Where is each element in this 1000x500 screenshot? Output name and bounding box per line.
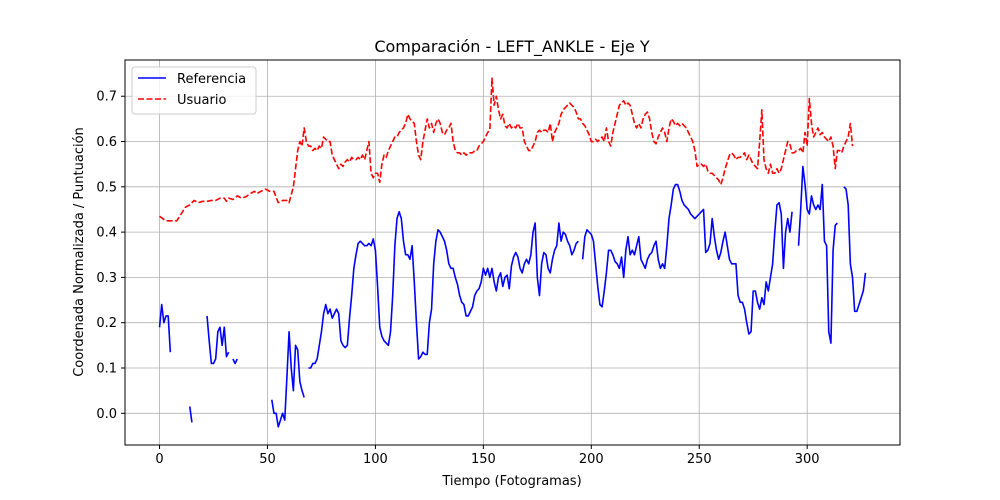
series-layer: [158, 77, 867, 428]
y-tick-label: 0.0: [96, 407, 117, 422]
y-axis-label: Coordenada Normalizada / Puntuación: [72, 127, 87, 377]
chart-title: Comparación - LEFT_ANKLE - Eje Y: [374, 37, 650, 57]
x-tick-label: 100: [363, 452, 388, 467]
series-line-referencia: [188, 406, 193, 423]
y-tick-label: 0.7: [96, 90, 117, 105]
x-axis-ticks: 0 50 100 150 200 250 300: [155, 445, 820, 467]
y-tick-label: 0.5: [96, 180, 117, 195]
y-tick-label: 0.1: [96, 362, 117, 377]
series-line-referencia: [308, 210, 579, 369]
series-line-referencia: [232, 358, 238, 365]
x-tick-label: 250: [687, 452, 712, 467]
x-axis-label: Tiempo (Fotogramas): [441, 474, 581, 489]
y-tick-label: 0.4: [96, 226, 117, 241]
series-line-referencia: [581, 183, 793, 335]
x-tick-label: 50: [259, 452, 276, 467]
y-tick-label: 0.2: [96, 316, 117, 331]
x-tick-label: 150: [471, 452, 496, 467]
x-tick-label: 0: [155, 452, 163, 467]
series-line-usuario: [159, 77, 854, 222]
series-line-referencia: [158, 303, 172, 353]
y-tick-label: 0.6: [96, 135, 117, 150]
legend-label-referencia: Referencia: [177, 72, 246, 87]
x-tick-label: 300: [795, 452, 820, 467]
series-line-referencia: [271, 330, 305, 428]
y-tick-label: 0.3: [96, 271, 117, 286]
plot-area: [158, 77, 867, 428]
plot-frame: [124, 59, 901, 446]
series-line-referencia: [206, 315, 230, 365]
series-line-referencia: [843, 186, 867, 313]
legend: Referencia Usuario: [131, 66, 257, 115]
x-tick-label: 200: [579, 452, 604, 467]
y-axis-ticks: 0.0 0.1 0.2 0.3 0.4 0.5 0.6 0.7: [96, 90, 125, 422]
series-line-referencia: [797, 165, 838, 344]
legend-label-usuario: Usuario: [177, 93, 226, 108]
